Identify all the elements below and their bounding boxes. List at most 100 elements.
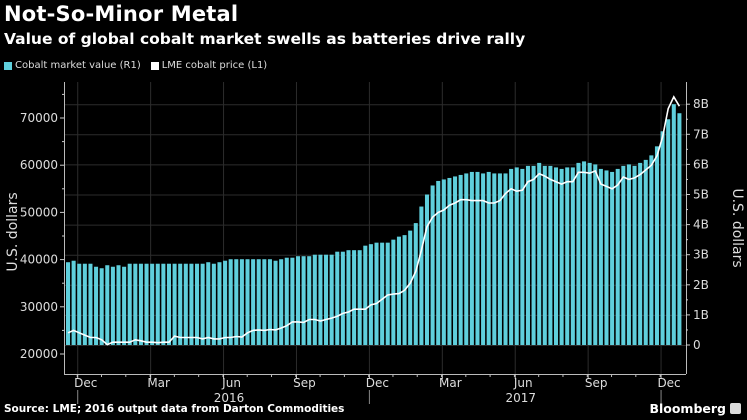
bar bbox=[525, 165, 530, 345]
x-axis-tick-label: Sep bbox=[293, 376, 316, 390]
right-axis-tick-label: 4B bbox=[693, 218, 709, 232]
bar bbox=[464, 173, 469, 345]
bar bbox=[77, 263, 82, 345]
brand-name: Bloomberg bbox=[649, 401, 726, 416]
bar bbox=[161, 263, 166, 345]
bar bbox=[469, 171, 474, 345]
bar bbox=[548, 165, 553, 345]
bar bbox=[150, 263, 155, 345]
bar bbox=[138, 263, 143, 345]
bar bbox=[206, 262, 211, 345]
bar bbox=[262, 259, 267, 345]
bar bbox=[273, 260, 278, 345]
year-label: 2017 bbox=[505, 391, 536, 405]
bar bbox=[295, 256, 301, 345]
bar bbox=[458, 174, 463, 345]
bar bbox=[166, 263, 172, 345]
x-axis-tick-label: Sep bbox=[585, 376, 608, 390]
bar bbox=[447, 177, 452, 345]
legend-label-lme-price: LME cobalt price (L1) bbox=[161, 60, 268, 71]
bar bbox=[436, 180, 441, 345]
right-axis-tick-label: 8B bbox=[693, 97, 709, 111]
bar bbox=[189, 263, 194, 345]
legend: Cobalt market value (R1) LME cobalt pric… bbox=[4, 60, 267, 71]
bar bbox=[324, 254, 329, 345]
axes: 20000 30000 40000 50000 60000 70000 0 1B 2B 3B 4B 5… bbox=[20, 82, 709, 405]
bar bbox=[144, 263, 149, 345]
bar bbox=[307, 256, 312, 345]
bar bbox=[122, 266, 127, 345]
line-lme-cobalt-price bbox=[67, 95, 681, 346]
bar bbox=[621, 165, 626, 345]
bar bbox=[245, 259, 250, 345]
bar bbox=[396, 236, 401, 345]
bar bbox=[430, 185, 435, 345]
bar bbox=[88, 263, 93, 345]
left-axis-tick-label: 50000 bbox=[20, 205, 58, 219]
source-note: Source: LME; 2016 output data from Darto… bbox=[4, 403, 345, 415]
bar bbox=[638, 162, 643, 345]
bar bbox=[217, 262, 222, 345]
bar bbox=[660, 131, 665, 345]
bar bbox=[363, 245, 368, 345]
bar bbox=[368, 244, 373, 345]
right-axis-title: U.S. dollars bbox=[729, 188, 745, 267]
bar bbox=[234, 259, 239, 345]
left-axis-tick-label: 60000 bbox=[20, 158, 58, 172]
bar bbox=[127, 263, 132, 345]
bar bbox=[290, 257, 295, 345]
bar bbox=[531, 165, 536, 345]
bar bbox=[318, 254, 323, 345]
bar bbox=[486, 171, 491, 345]
bar bbox=[155, 263, 160, 345]
bar bbox=[576, 162, 581, 345]
bar bbox=[94, 266, 99, 345]
bar bbox=[413, 223, 418, 345]
left-axis-tick-label: 40000 bbox=[20, 253, 58, 267]
chart-title: Not-So-Minor Metal bbox=[4, 2, 239, 26]
right-axis-tick-label: 2B bbox=[693, 278, 709, 292]
left-axis-tick-label: 30000 bbox=[20, 300, 58, 314]
bar bbox=[475, 171, 480, 345]
bar bbox=[503, 173, 508, 345]
right-axis-tick-label: 7B bbox=[693, 127, 709, 141]
bar bbox=[183, 263, 188, 345]
bar bbox=[509, 168, 514, 345]
bar bbox=[374, 242, 379, 345]
bar bbox=[251, 259, 256, 345]
bar bbox=[626, 164, 631, 345]
bar bbox=[632, 165, 637, 345]
right-axis-tick-label: 0 bbox=[693, 338, 701, 352]
chart-subtitle: Value of global cobalt market swells as … bbox=[4, 30, 526, 48]
bar bbox=[582, 161, 587, 345]
bar bbox=[424, 194, 430, 345]
bar bbox=[666, 119, 671, 345]
bar bbox=[643, 159, 648, 345]
bar bbox=[598, 168, 603, 345]
legend-swatch-market-value bbox=[4, 61, 12, 70]
bar bbox=[615, 168, 620, 345]
bar bbox=[610, 171, 615, 345]
bar bbox=[537, 162, 542, 345]
bar bbox=[492, 173, 497, 345]
bar bbox=[178, 263, 183, 345]
bar bbox=[514, 167, 519, 345]
line-series bbox=[67, 95, 681, 346]
legend-label-market-value: Cobalt market value (R1) bbox=[15, 60, 141, 71]
bar bbox=[441, 179, 446, 345]
bar bbox=[279, 259, 284, 345]
bar bbox=[71, 260, 76, 345]
bar bbox=[256, 259, 261, 345]
bar bbox=[559, 168, 564, 345]
right-axis-tick-label: 1B bbox=[693, 308, 709, 322]
legend-item-lme-price: LME cobalt price (L1) bbox=[150, 60, 268, 71]
bar bbox=[284, 257, 289, 345]
bar bbox=[352, 250, 357, 345]
bar bbox=[481, 173, 486, 345]
x-axis-tick-label: Jun bbox=[221, 376, 241, 390]
bar bbox=[497, 173, 502, 345]
x-axis-tick-label: Dec bbox=[657, 376, 680, 390]
bar bbox=[380, 242, 385, 345]
x-axis-tick-label: Dec bbox=[366, 376, 389, 390]
